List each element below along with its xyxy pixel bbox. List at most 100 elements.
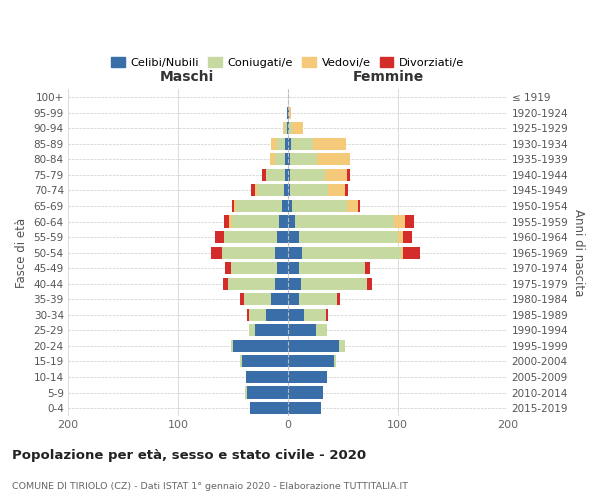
Bar xyxy=(277,231,287,243)
Bar xyxy=(223,278,229,290)
Bar xyxy=(241,293,244,306)
Bar xyxy=(255,184,257,196)
Bar xyxy=(365,262,370,274)
Bar xyxy=(287,106,289,118)
Bar xyxy=(232,216,279,228)
Bar xyxy=(286,169,287,181)
Bar xyxy=(287,200,292,212)
Bar xyxy=(232,200,234,212)
Bar xyxy=(287,308,304,321)
Bar xyxy=(340,340,345,352)
Bar xyxy=(241,356,242,368)
Bar xyxy=(255,324,287,336)
Bar xyxy=(286,122,287,134)
Bar xyxy=(394,216,405,228)
Bar xyxy=(287,231,299,243)
Bar xyxy=(283,122,286,134)
Bar xyxy=(266,308,287,321)
Bar xyxy=(345,184,348,196)
Bar xyxy=(234,200,236,212)
Bar xyxy=(289,106,291,118)
Bar xyxy=(290,154,317,166)
Bar xyxy=(245,386,247,398)
Bar xyxy=(270,154,275,166)
Bar xyxy=(282,200,287,212)
Bar xyxy=(317,154,350,166)
Bar xyxy=(233,340,287,352)
Bar xyxy=(224,231,277,243)
Y-axis label: Fasce di età: Fasce di età xyxy=(15,218,28,288)
Bar xyxy=(304,308,326,321)
Bar xyxy=(230,340,233,352)
Bar xyxy=(403,246,419,258)
Bar xyxy=(292,122,303,134)
Bar xyxy=(287,340,340,352)
Bar xyxy=(266,169,286,181)
Bar xyxy=(299,231,398,243)
Bar xyxy=(289,122,292,134)
Bar xyxy=(287,184,290,196)
Bar xyxy=(398,231,403,243)
Bar xyxy=(275,154,286,166)
Bar xyxy=(287,356,334,368)
Text: Popolazione per età, sesso e stato civile - 2020: Popolazione per età, sesso e stato civil… xyxy=(12,450,366,462)
Bar xyxy=(405,216,414,228)
Bar xyxy=(224,216,229,228)
Bar xyxy=(229,216,232,228)
Bar xyxy=(367,278,372,290)
Text: COMUNE DI TIRIOLO (CZ) - Dati ISTAT 1° gennaio 2020 - Elaborazione TUTTITALIA.IT: COMUNE DI TIRIOLO (CZ) - Dati ISTAT 1° g… xyxy=(12,482,408,491)
Bar xyxy=(347,200,358,212)
Bar xyxy=(328,184,345,196)
Legend: Celibi/Nubili, Coniugati/e, Vedovi/e, Divorziati/e: Celibi/Nubili, Coniugati/e, Vedovi/e, Di… xyxy=(107,52,469,72)
Bar xyxy=(247,386,287,398)
Bar xyxy=(316,324,327,336)
Bar xyxy=(287,246,302,258)
Bar xyxy=(287,386,323,398)
Bar xyxy=(287,371,327,383)
Bar xyxy=(326,308,328,321)
Bar xyxy=(275,246,287,258)
Bar xyxy=(236,200,282,212)
Bar xyxy=(271,138,277,150)
Bar xyxy=(277,138,286,150)
Bar xyxy=(249,308,266,321)
Bar xyxy=(287,216,295,228)
Y-axis label: Anni di nascita: Anni di nascita xyxy=(572,209,585,296)
Bar xyxy=(244,293,271,306)
Bar xyxy=(358,200,360,212)
Bar xyxy=(347,169,350,181)
Bar xyxy=(313,138,346,150)
Bar xyxy=(287,324,316,336)
Bar xyxy=(279,216,287,228)
Bar xyxy=(287,402,320,414)
Bar xyxy=(284,184,287,196)
Bar xyxy=(247,308,249,321)
Bar xyxy=(299,262,365,274)
Bar xyxy=(301,278,367,290)
Bar xyxy=(211,246,222,258)
Bar xyxy=(287,262,299,274)
Bar xyxy=(401,246,403,258)
Bar xyxy=(337,293,340,306)
Bar xyxy=(287,122,289,134)
Bar xyxy=(275,278,287,290)
Bar xyxy=(230,262,277,274)
Text: Femmine: Femmine xyxy=(353,70,424,85)
Bar xyxy=(215,231,224,243)
Bar xyxy=(292,200,347,212)
Bar xyxy=(257,184,284,196)
Bar xyxy=(286,154,287,166)
Text: Maschi: Maschi xyxy=(160,70,214,85)
Bar xyxy=(271,293,287,306)
Bar xyxy=(290,184,328,196)
Bar xyxy=(262,169,266,181)
Bar xyxy=(287,154,290,166)
Bar xyxy=(242,356,287,368)
Bar xyxy=(250,402,287,414)
Bar xyxy=(246,371,287,383)
Bar xyxy=(302,246,401,258)
Bar xyxy=(403,231,412,243)
Bar xyxy=(225,262,230,274)
Bar xyxy=(286,138,287,150)
Bar xyxy=(249,324,255,336)
